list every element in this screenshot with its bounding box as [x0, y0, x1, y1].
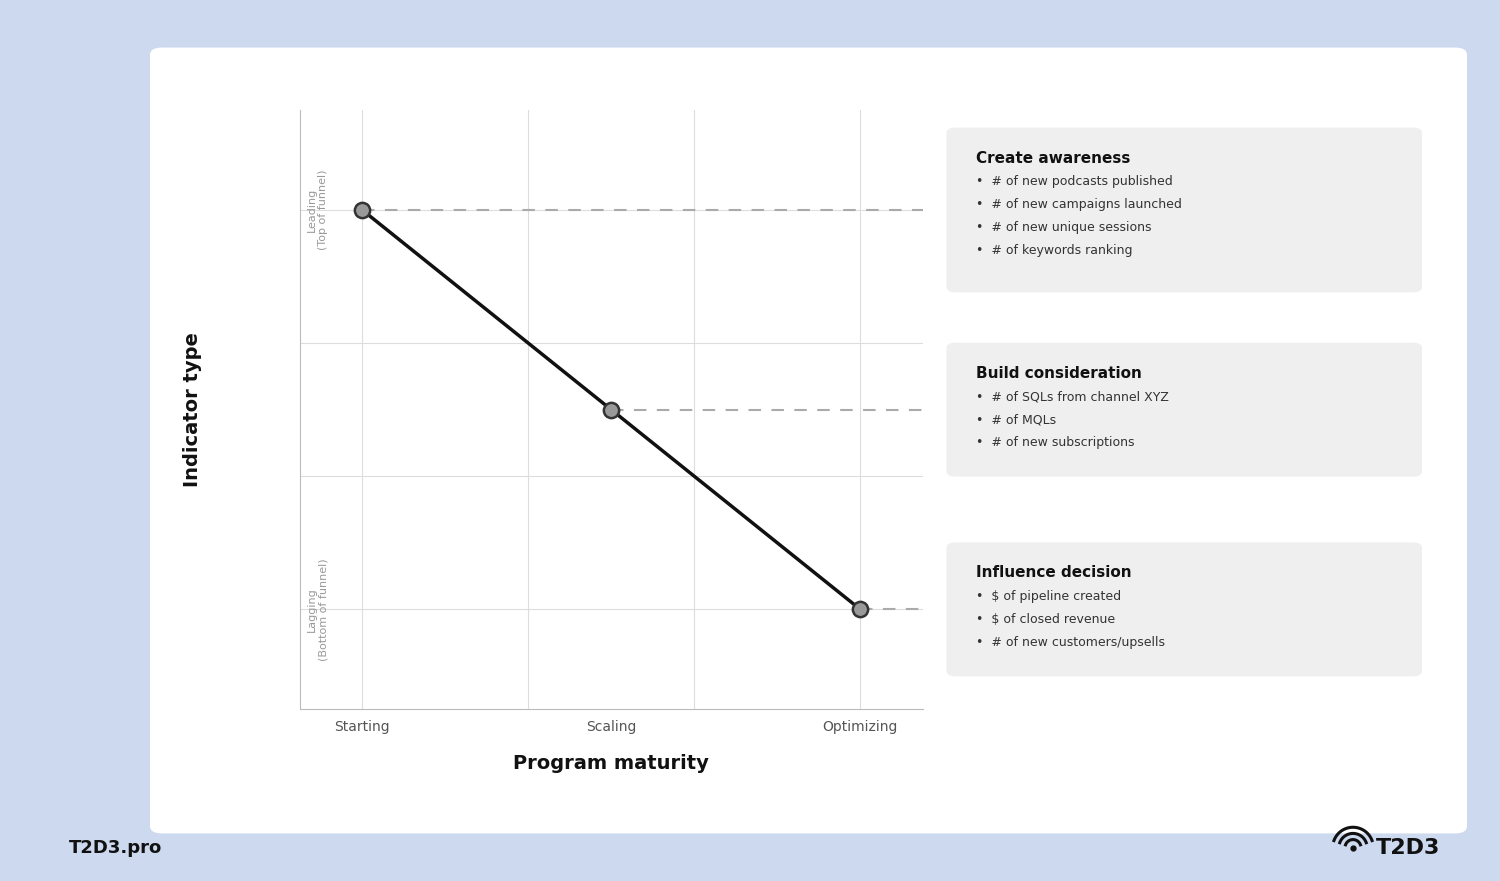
Text: •  # of new subscriptions: • # of new subscriptions	[976, 436, 1136, 449]
Text: •  # of SQLs from channel XYZ: • # of SQLs from channel XYZ	[976, 390, 1170, 403]
Text: T2D3.pro: T2D3.pro	[69, 839, 162, 856]
Text: Indicator type: Indicator type	[183, 332, 201, 487]
Text: Build consideration: Build consideration	[976, 366, 1143, 381]
Text: Influence decision: Influence decision	[976, 566, 1132, 581]
Text: Lagging
(Bottom of funnel): Lagging (Bottom of funnel)	[306, 558, 328, 661]
Text: •  # of new campaigns launched: • # of new campaigns launched	[976, 198, 1182, 211]
Text: Create awareness: Create awareness	[976, 151, 1131, 166]
Text: •  $ of pipeline created: • $ of pipeline created	[976, 590, 1122, 603]
Text: •  $ of closed revenue: • $ of closed revenue	[976, 613, 1116, 626]
Text: •  # of new podcasts published: • # of new podcasts published	[976, 175, 1173, 189]
X-axis label: Program maturity: Program maturity	[513, 754, 709, 773]
Text: •  # of MQLs: • # of MQLs	[976, 413, 1056, 426]
FancyBboxPatch shape	[150, 48, 1467, 833]
Text: Leading
(Top of funnel): Leading (Top of funnel)	[306, 170, 328, 250]
Text: T2D3: T2D3	[1376, 838, 1440, 857]
Text: •  # of new customers/upsells: • # of new customers/upsells	[976, 636, 1166, 648]
Text: •  # of new unique sessions: • # of new unique sessions	[976, 221, 1152, 234]
Text: •  # of keywords ranking: • # of keywords ranking	[976, 244, 1132, 257]
